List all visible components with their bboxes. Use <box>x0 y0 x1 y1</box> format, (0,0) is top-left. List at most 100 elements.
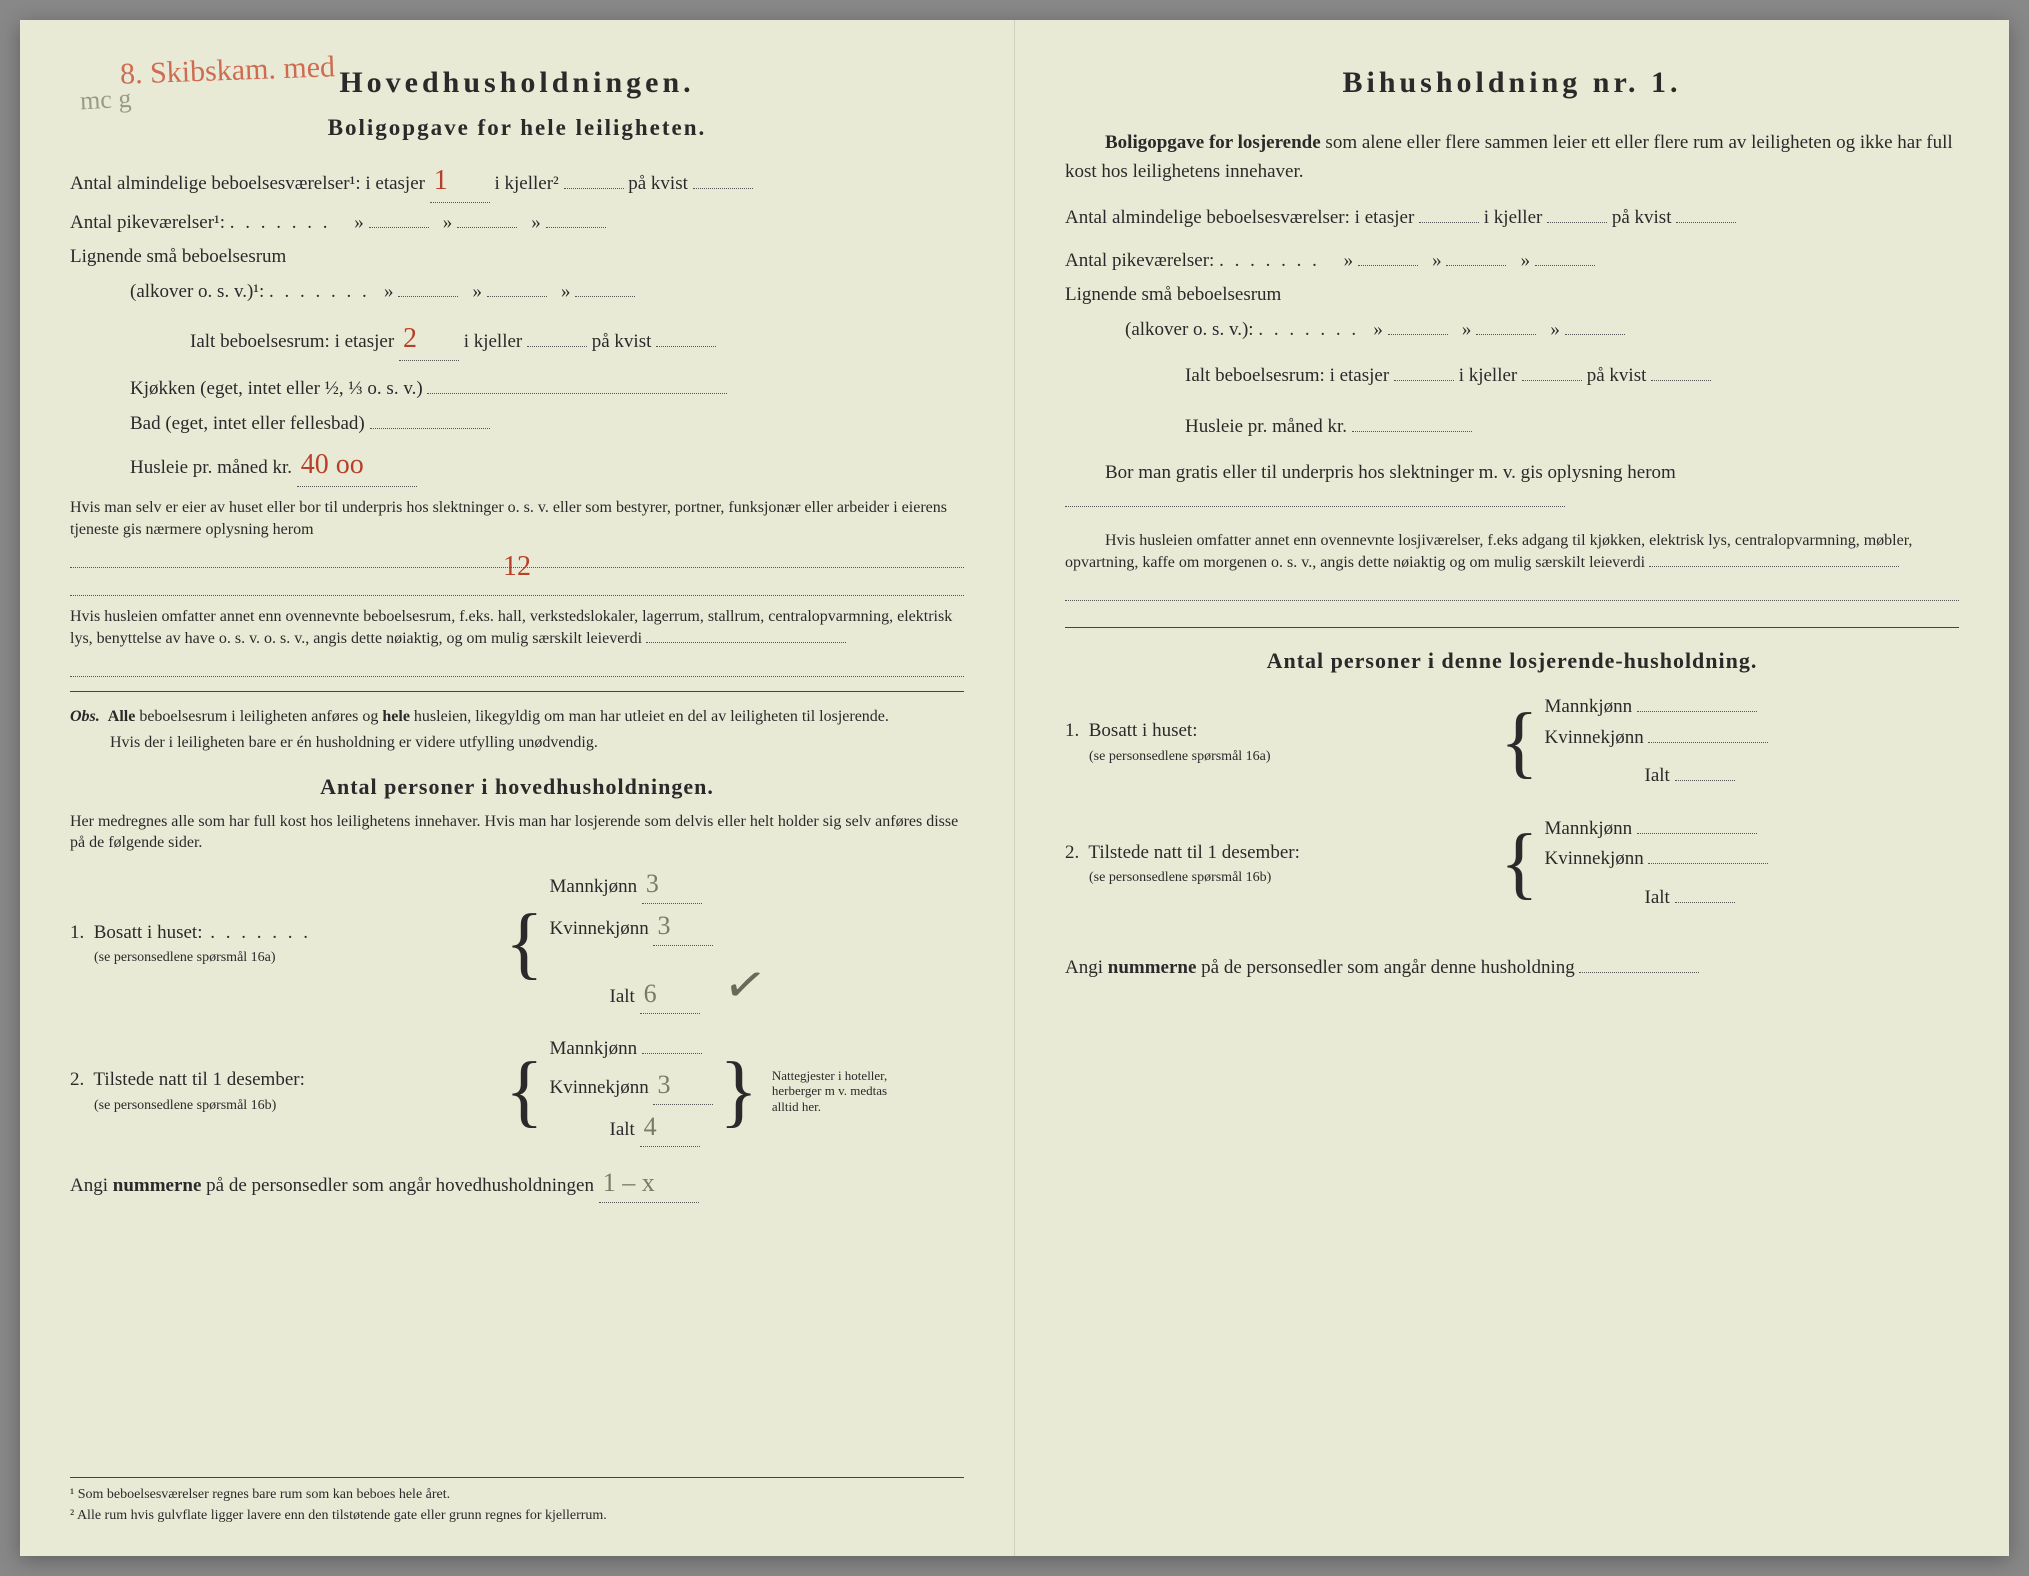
husleie-line: Husleie pr. måned kr. 40 oo <box>70 444 964 487</box>
blank <box>527 346 587 347</box>
rq1-block: 1. Bosatt i huset: (se personsedlene spø… <box>1065 691 1959 793</box>
right-line4: Ialt beboelsesrum: i etasjer i kjeller p… <box>1065 362 1959 391</box>
blank <box>1352 431 1472 432</box>
blank <box>1388 334 1448 335</box>
blank <box>1651 380 1711 381</box>
ditto: » <box>1521 250 1531 271</box>
fn-num: ² <box>70 1508 74 1523</box>
blank <box>1476 334 1536 335</box>
right-page: Bihusholdning nr. 1. Boligopgave for los… <box>1015 20 2009 1556</box>
intro: Boligopgave for losjerende som alene ell… <box>1065 129 1959 186</box>
blank <box>1419 222 1479 223</box>
text: Husleie pr. måned kr. <box>1185 416 1347 437</box>
ditto: » <box>1344 250 1354 271</box>
para1: Hvis man selv er eier av huset eller bor… <box>70 497 964 540</box>
kjokken-line: Kjøkken (eget, intet eller ½, ⅓ o. s. v.… <box>70 375 964 404</box>
left-line3a: Lignende små beboelsesrum <box>70 243 964 272</box>
blank <box>1675 902 1735 903</box>
left-line3b: (alkover o. s. v.)¹: » » » <box>70 278 964 307</box>
q2-sub: (se personsedlene spørsmål 16b) <box>70 1095 499 1116</box>
blank <box>1676 222 1736 223</box>
ditto: » <box>384 281 394 302</box>
section2-sub: Her medregnes alle som har full kost hos… <box>70 811 964 854</box>
divider <box>70 691 964 692</box>
text: i kjeller <box>1484 207 1543 228</box>
text: Angi <box>1065 957 1108 978</box>
mann-label: Mannkjønn <box>550 876 638 897</box>
rq2-block: 2. Tilstede natt til 1 desember: (se per… <box>1065 813 1959 915</box>
blank <box>369 227 429 228</box>
kvinne-label: Kvinnekjønn <box>1545 727 1644 748</box>
kvinne-label: Kvinnekjønn <box>1545 848 1644 869</box>
ditto: » <box>1550 319 1560 340</box>
q2-num: 2. <box>1065 842 1079 863</box>
text: nummerne <box>1108 957 1197 978</box>
q1-mann-val: 3 <box>642 864 702 904</box>
divider <box>1065 627 1959 628</box>
text: Antal pikeværelser¹: <box>70 212 225 233</box>
q2-num: 2. <box>70 1069 84 1090</box>
text: nummerne <box>113 1175 202 1196</box>
q1-num: 1. <box>1065 720 1079 741</box>
text: hele <box>382 708 410 725</box>
text: Hvis man selv er eier av huset eller bor… <box>70 499 947 538</box>
right-angi-line: Angi nummerne på de personsedler som ang… <box>1065 954 1959 983</box>
blank <box>575 296 635 297</box>
q1-num: 1. <box>70 922 84 943</box>
section2-title: Antal personer i hovedhusholdningen. <box>70 770 964 803</box>
ialt-label: Ialt <box>1645 887 1670 908</box>
right-para2: Hvis husleien omfatter annet enn ovennev… <box>1065 530 1959 573</box>
q1-sub: (se personsedlene spørsmål 16a) <box>70 947 499 968</box>
q2-label: Tilstede natt til 1 desember: <box>93 1069 304 1090</box>
text: Kjøkken (eget, intet eller ½, ⅓ o. s. v.… <box>130 378 423 399</box>
fn-text: Som beboelsesværelser regnes bare rum so… <box>78 1487 450 1502</box>
val-ialt-etasjer: 2 <box>399 318 459 361</box>
bad-line: Bad (eget, intet eller fellesbad) <box>70 410 964 439</box>
blank <box>1637 833 1757 834</box>
text: på de personsedler som angår hovedhushol… <box>201 1175 594 1196</box>
brace-icon: { <box>499 911 549 975</box>
dots <box>1219 250 1320 271</box>
text: (alkover o. s. v.): <box>1125 319 1254 340</box>
dots <box>202 922 311 943</box>
text: (alkover o. s. v.)¹: <box>130 281 264 302</box>
blank <box>546 227 606 228</box>
text: Angi <box>70 1175 113 1196</box>
blank <box>642 1053 702 1054</box>
q2-label: Tilstede natt til 1 desember: <box>1088 842 1299 863</box>
left-subtitle: Boligopgave for hele leiligheten. <box>70 111 964 146</box>
left-line4: Ialt beboelsesrum: i etasjer 2 i kjeller… <box>70 318 964 361</box>
ditto: » <box>531 212 541 233</box>
dots <box>230 212 331 233</box>
husleie-right: Husleie pr. måned kr. <box>1065 413 1959 442</box>
blank <box>1565 334 1625 335</box>
angi-val: 1 – x <box>599 1163 699 1203</box>
text: i kjeller² <box>494 173 558 194</box>
text: på kvist <box>1612 207 1672 228</box>
text: Antal almindelige beboelsesværelser: i e… <box>1065 207 1414 228</box>
blank <box>1648 742 1768 743</box>
blank-line <box>70 655 964 677</box>
husleie-val: 40 oo <box>297 444 417 487</box>
text: Ialt beboelsesrum: i etasjer <box>190 331 394 352</box>
left-line2: Antal pikeværelser¹: » » » <box>70 209 964 238</box>
blank <box>1675 780 1735 781</box>
right-section2-title: Antal personer i denne losjerende-hushol… <box>1065 644 1959 677</box>
ditto: » <box>1373 319 1383 340</box>
text: Husleie pr. måned kr. <box>130 457 292 478</box>
checkmark-icon: ✓ <box>718 945 772 1026</box>
blank <box>1535 265 1595 266</box>
document-spread: 8. Skibskam. med mc g Hovedhusholdningen… <box>20 20 2009 1556</box>
dots <box>269 281 370 302</box>
obs-block: Obs. Alle beboelsesrum i leiligheten anf… <box>70 706 964 753</box>
ditto: » <box>561 281 571 302</box>
hand-12: 12 <box>503 551 531 582</box>
ditto: » <box>354 212 364 233</box>
text: Bor man gratis eller til underpris hos s… <box>1105 462 1676 483</box>
right-line2: Antal pikeværelser: » » » <box>1065 247 1959 276</box>
right-line3b: (alkover o. s. v.): » » » <box>1065 316 1959 345</box>
q1-label: Bosatt i huset: <box>94 922 203 943</box>
blank <box>487 296 547 297</box>
handwriting-top-pencil: mc g <box>79 79 132 121</box>
blank <box>656 346 716 347</box>
